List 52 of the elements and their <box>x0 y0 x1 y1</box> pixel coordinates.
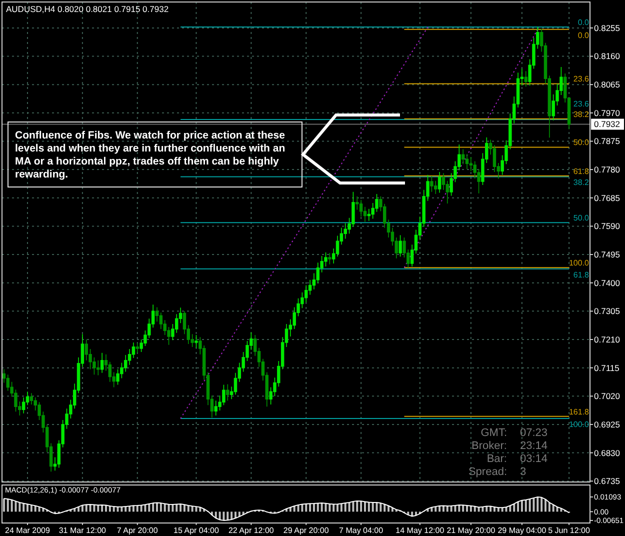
annotation: Bar: <box>486 453 507 465</box>
y-tick-label: 0.7780 <box>594 164 620 175</box>
y-tick-label: 0.8255 <box>594 22 620 33</box>
series-label: 100.0 <box>568 258 590 268</box>
annotation: Confluence of Fibs. We watch for price action at these levels and when they are in further confluence with an MA or a horizontal ppz, trades off them can be highly rewarding. <box>15 129 286 180</box>
series-label: 23.6 <box>573 99 590 108</box>
y-tick-label: 0.7875 <box>594 136 620 146</box>
series-label: 50.0 <box>573 138 590 148</box>
annotation: Spread: <box>468 466 507 478</box>
series-label: 50.0 <box>573 214 590 223</box>
x-tick-label: 5 Jun 12:00 <box>548 526 590 535</box>
series-label: 61.8 <box>573 166 590 176</box>
y-tick-label: 0.7685 <box>594 192 620 203</box>
y-tick-label: 0.7115 <box>594 362 620 373</box>
y-tick-label: 0.7590 <box>594 221 620 232</box>
series-label: 38.2 <box>573 178 590 188</box>
y-tick-label: 0.6925 <box>594 419 620 430</box>
x-tick-label: 24 Mar 2009 <box>5 526 51 535</box>
y-tick-label: 0.8065 <box>594 80 620 90</box>
series-label: 161.8 <box>568 407 590 416</box>
series-label: 61.8 <box>573 270 590 280</box>
annotation: GMT: <box>480 427 507 439</box>
annotation: 07:23 <box>520 427 548 439</box>
x-tick-label: 22 Apr 12:00 <box>228 526 274 535</box>
ref-line-label: 0.7932 <box>594 119 620 130</box>
chart-title: AUDUSD,H4 0.8020 0.8021 0.7915 0.7932 <box>6 4 169 14</box>
y-tick-label: 0.6830 <box>594 448 620 458</box>
x-tick-label: 15 Apr 04:00 <box>174 526 220 535</box>
x-tick-label: 29 May 04:00 <box>498 526 547 535</box>
series-label: 0.0 <box>578 18 590 28</box>
annotation: Broker: <box>472 440 507 452</box>
y-tick-label: 0.7020 <box>594 391 620 402</box>
annotation: 3 <box>520 466 526 478</box>
annotation: 23:14 <box>520 440 548 452</box>
x-tick-label: 29 Apr 20:00 <box>283 526 330 535</box>
y-tick-label: 0.7400 <box>594 278 620 288</box>
x-tick-label: 31 Mar 12:00 <box>58 526 107 535</box>
x-tick-label: 7 May 04:00 <box>339 526 384 535</box>
series-label: 23.6 <box>573 74 590 84</box>
x-tick-label: 14 May 12:00 <box>396 526 445 535</box>
x-tick-label: 21 May 20:00 <box>446 526 496 535</box>
y-tick-label: 0.6735 <box>594 476 620 486</box>
y-tick-label: 0.7305 <box>594 306 620 316</box>
x-tick-label: 7 Apr 20:00 <box>116 526 158 535</box>
series-label: 38.2 <box>573 110 590 119</box>
series-label: 100.0 <box>568 420 590 429</box>
y-tick-label: 0.7210 <box>594 334 620 344</box>
y-tick-label: 0.8160 <box>594 51 620 62</box>
annotation: 03:14 <box>520 453 548 465</box>
y-tick-label: 0.7970 <box>594 108 620 118</box>
y-tick-label: 0.7495 <box>594 249 620 260</box>
series-label: 0.0 <box>578 30 590 40</box>
